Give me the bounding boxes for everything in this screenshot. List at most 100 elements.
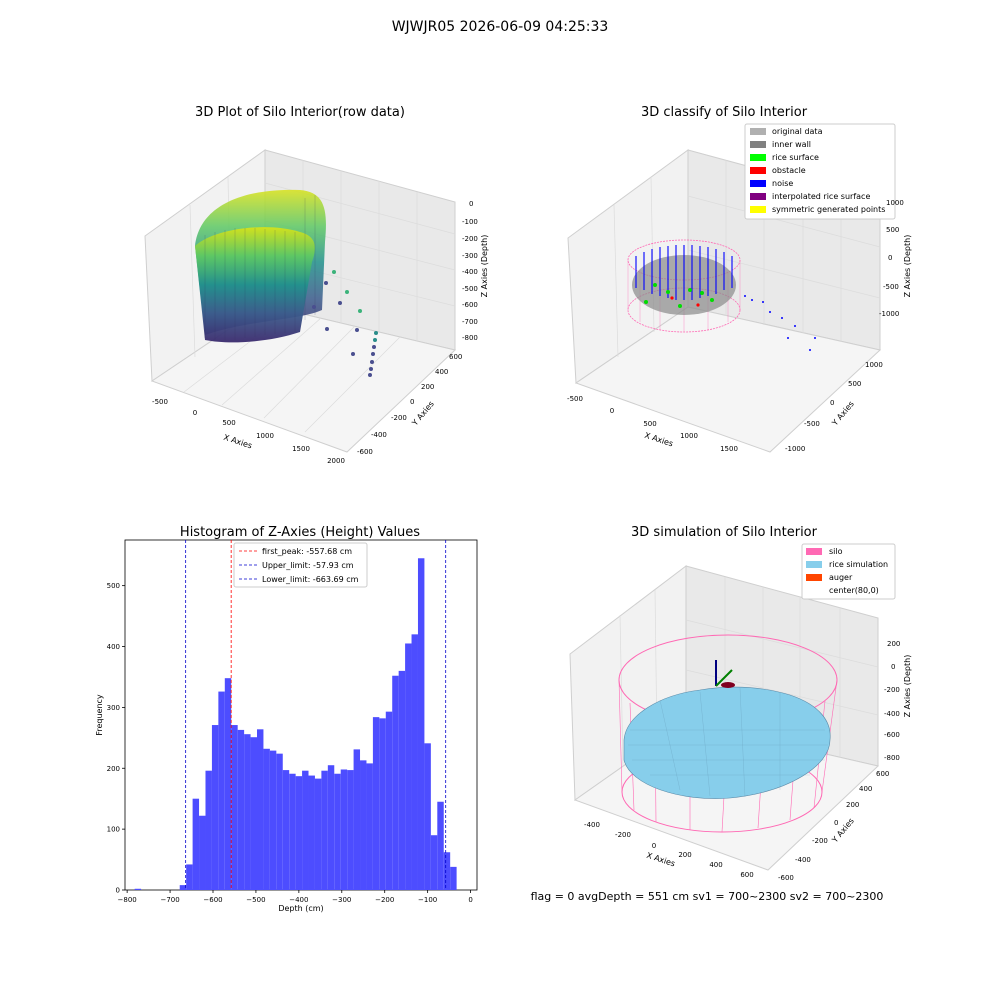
z-tick: -500	[462, 285, 478, 293]
y-tick: -400	[371, 431, 387, 439]
x-tick: 1000	[680, 432, 698, 440]
hist-bar	[379, 718, 386, 890]
z-tick: -700	[462, 318, 478, 326]
hist-legend: first_peak: -557.68 cm Upper_limit: -57.…	[233, 542, 368, 588]
x-tick: 1500	[292, 445, 310, 453]
hist-bar	[353, 749, 361, 890]
hist-bar	[231, 725, 238, 890]
panel-3d-classify: 3D classify of Silo Interior	[567, 105, 912, 453]
legend-swatch-inner-wall	[750, 141, 766, 148]
x-tick-label: −600	[203, 896, 222, 904]
hist-bar	[360, 760, 367, 890]
class-obstacle	[670, 296, 700, 307]
hist-bar	[417, 558, 425, 890]
z-axis-label: Z Axies (Depth)	[903, 655, 912, 718]
z-tick: -400	[462, 268, 478, 276]
x-tick: 0	[193, 409, 197, 417]
sim-legend-box	[801, 543, 896, 600]
legend-swatch-obstacle	[750, 167, 766, 174]
sim-legend: silo rice simulation auger center(80,0)	[801, 543, 896, 600]
legend: original data inner wall rice surface ob…	[744, 123, 896, 220]
hist-bar	[186, 864, 193, 890]
outlier-points	[312, 270, 378, 377]
x-tick: 0	[652, 842, 656, 850]
class-rice-surface	[644, 283, 714, 308]
hist-bar	[289, 773, 296, 890]
hist-bar	[244, 734, 251, 890]
x-tick: 500	[643, 420, 656, 428]
legend-swatch-silo	[806, 548, 822, 555]
x-tick: 1000	[256, 432, 274, 440]
hist-bar	[398, 670, 406, 890]
class-noise-outliers	[744, 295, 816, 351]
legend-label: rice simulation	[829, 560, 888, 569]
z-tick: -800	[462, 334, 478, 342]
panel4-title: 3D simulation of Silo Interior	[631, 525, 818, 540]
z-tick: 0	[891, 663, 895, 671]
y-tick: -200	[391, 414, 407, 422]
panel1-title: 3D Plot of Silo Interior(row data)	[195, 105, 405, 120]
hist-bar	[211, 725, 219, 890]
y-tick-label: 0	[116, 887, 120, 895]
hist-bar	[334, 773, 341, 890]
legend-label: center(80,0)	[829, 586, 879, 595]
hist-bar	[327, 765, 335, 890]
legend-label: Upper_limit: -57.93 cm	[262, 561, 354, 570]
hist-x-axis-label: Depth (cm)	[278, 904, 323, 913]
y-tick: -1000	[785, 445, 805, 453]
x-tick: 2000	[327, 457, 345, 465]
hist-bar	[269, 750, 277, 890]
hist-bar	[450, 866, 457, 890]
y-tick-label: 500	[107, 582, 120, 590]
y-tick-label: 300	[107, 704, 120, 712]
x-tick-labels: -500 0 500 1000 1500	[567, 395, 738, 453]
legend-label: noise	[772, 179, 793, 188]
y-tick-labels: -600 -400 -200 0 200 400 600	[357, 353, 462, 456]
x-tick: 400	[709, 861, 722, 869]
x-tick: 1500	[720, 445, 738, 453]
pane-floor	[574, 306, 882, 453]
hist-bar	[224, 678, 232, 890]
z-tick: 1000	[886, 199, 904, 207]
z-tick-labels: 200 0 -200 -400 -600 -800	[884, 640, 900, 762]
legend-label: inner wall	[772, 140, 811, 149]
y-tick: -600	[357, 448, 373, 456]
x-axis-label: X Axies	[645, 851, 676, 869]
hist-bar	[314, 778, 322, 890]
panel2-title: 3D classify of Silo Interior	[641, 105, 808, 120]
panel-3d-simulation: 3D simulation of Silo Interior	[569, 525, 912, 882]
z-tick: -1000	[879, 310, 899, 318]
panel-3d-raw: 3D Plot of Silo Interior(row data)	[144, 105, 489, 465]
footer-stats: flag = 0 avgDepth = 551 cm sv1 = 700~230…	[531, 890, 884, 903]
x-tick-label: 0	[468, 896, 472, 904]
z-tick: 200	[887, 640, 900, 648]
hist-bar	[179, 885, 187, 890]
y-tick-label: 100	[107, 826, 120, 834]
hist-bar	[372, 717, 380, 890]
z-tick: 0	[469, 200, 473, 208]
z-tick: -300	[462, 252, 478, 260]
hist-bar	[134, 888, 142, 890]
y-tick: -600	[778, 874, 794, 882]
legend-swatch-auger	[806, 574, 822, 581]
y-tick: 0	[410, 398, 414, 406]
hist-y-ticks: 0 100 200 300 400 500	[107, 582, 125, 895]
hist-bar	[347, 770, 354, 890]
z-tick: -200	[884, 686, 900, 694]
legend-label: symmetric generated points	[772, 205, 885, 214]
legend-label: Lower_limit: -663.69 cm	[262, 575, 359, 584]
x-tick: -500	[152, 398, 168, 406]
rice-mesh	[628, 687, 828, 798]
hist-bar	[443, 852, 451, 890]
legend-swatch-original	[750, 128, 766, 135]
x-axis-label: X Axies	[643, 431, 674, 449]
hist-bar	[192, 798, 200, 890]
x-tick-labels: -500 0 500 1000 1500 2000	[152, 398, 345, 465]
legend-label: silo	[829, 547, 843, 556]
y-tick: 600	[449, 353, 462, 361]
y-tick-labels: -600 -400 -200 0 200 400 600	[778, 770, 889, 882]
hist-bar	[263, 748, 270, 890]
hist-bar	[276, 753, 283, 890]
z-tick: -100	[462, 218, 478, 226]
x-tick-label: −300	[332, 896, 351, 904]
